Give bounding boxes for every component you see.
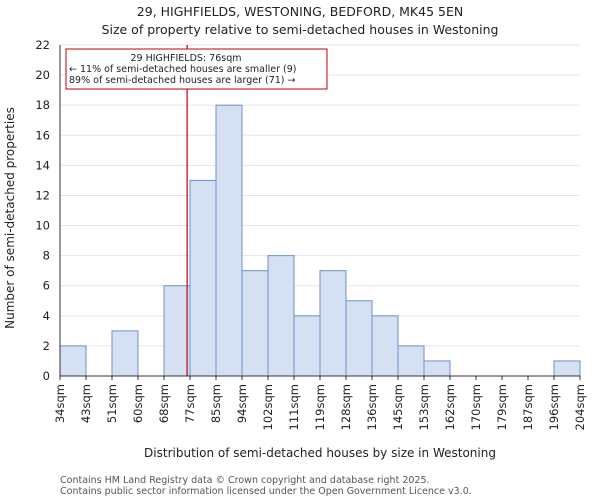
x-tick-label-145sqm: 145sqm: [391, 384, 405, 430]
y-tick-label: 16: [35, 128, 50, 142]
y-gridlines: [60, 44, 580, 347]
chart-title-line1: 29, HIGHFIELDS, WESTONING, BEDFORD, MK45…: [137, 4, 463, 19]
bar-145sqm: [397, 345, 425, 377]
y-tick-label: 10: [35, 219, 50, 233]
x-tick-label-136sqm: 136sqm: [365, 384, 379, 430]
x-tick-label-77sqm: 77sqm: [183, 384, 197, 423]
x-tick-label-204sqm: 204sqm: [573, 384, 587, 430]
x-tick-label-43sqm: 43sqm: [79, 384, 93, 423]
annotation-line3: 89% of semi-detached houses are larger (…: [69, 75, 296, 86]
x-tick-label-119sqm: 119sqm: [313, 384, 327, 430]
y-tick-label: 0: [43, 369, 50, 383]
x-tick-label-85sqm: 85sqm: [209, 384, 223, 423]
y-tick-label: 14: [35, 158, 50, 172]
bar-34sqm: [59, 345, 87, 377]
bar-153sqm: [423, 360, 451, 377]
y-tick-label: 22: [35, 38, 50, 52]
footer-line1: Contains HM Land Registry data © Crown c…: [60, 475, 430, 486]
x-tick-label-102sqm: 102sqm: [261, 384, 275, 430]
bar-68sqm: [163, 285, 191, 377]
x-tick-label-111sqm: 111sqm: [287, 384, 301, 430]
bar-77sqm: [189, 179, 217, 377]
bar-94sqm: [241, 270, 269, 377]
bar-128sqm: [345, 300, 373, 377]
y-tick-label: 12: [35, 188, 50, 202]
x-tick-label-196sqm: 196sqm: [547, 384, 561, 430]
y-tick-label: 8: [43, 249, 50, 263]
bar-102sqm: [267, 255, 295, 377]
bar-196sqm: [553, 360, 581, 377]
annotation-line2: ← 11% of semi-detached houses are smalle…: [69, 64, 297, 75]
bar-51sqm: [111, 330, 139, 377]
y-tick-label: 18: [35, 98, 50, 112]
x-tick-label-153sqm: 153sqm: [417, 384, 431, 430]
x-tick-label-162sqm: 162sqm: [443, 384, 457, 430]
x-axis-label: Distribution of semi-detached houses by …: [144, 446, 496, 460]
x-tick-label-94sqm: 94sqm: [235, 384, 249, 423]
x-tick-label-51sqm: 51sqm: [105, 384, 119, 423]
bar-85sqm: [215, 104, 243, 377]
bar-111sqm: [293, 315, 321, 377]
y-tick-label: 2: [43, 339, 50, 353]
x-tick-labels: 34sqm 43sqm 51sqm 60sqm 68sqm 77sqm 85sqm 94sqm…: [53, 376, 587, 430]
y-tick-labels: 0 2 4 6 8 10 12 14 16 18 20 22: [35, 38, 50, 383]
x-tick-label-128sqm: 128sqm: [339, 384, 353, 430]
annotation-line1: 29 HIGHFIELDS: 76sqm: [130, 53, 241, 64]
y-tick-label: 4: [43, 309, 50, 323]
chart-title-line2: Size of property relative to semi-detach…: [102, 22, 499, 37]
annotation-box: 29 HIGHFIELDS: 76sqm ← 11% of semi-detac…: [65, 48, 328, 90]
x-tick-label-179sqm: 179sqm: [495, 384, 509, 430]
bars-group: [59, 104, 581, 377]
y-axis-label: Number of semi-detached properties: [3, 107, 17, 329]
x-tick-label-170sqm: 170sqm: [469, 384, 483, 430]
bar-119sqm: [319, 270, 347, 377]
y-tick-label: 20: [35, 68, 50, 82]
x-tick-label-60sqm: 60sqm: [131, 384, 145, 423]
x-tick-label-34sqm: 34sqm: [53, 384, 67, 423]
x-tick-label-187sqm: 187sqm: [521, 384, 535, 430]
y-tick-label: 6: [43, 279, 50, 293]
footer-line2: Contains public sector information licen…: [60, 486, 472, 497]
annotation-border: [65, 48, 328, 90]
bar-136sqm: [371, 315, 399, 377]
x-tick-label-68sqm: 68sqm: [157, 384, 171, 423]
